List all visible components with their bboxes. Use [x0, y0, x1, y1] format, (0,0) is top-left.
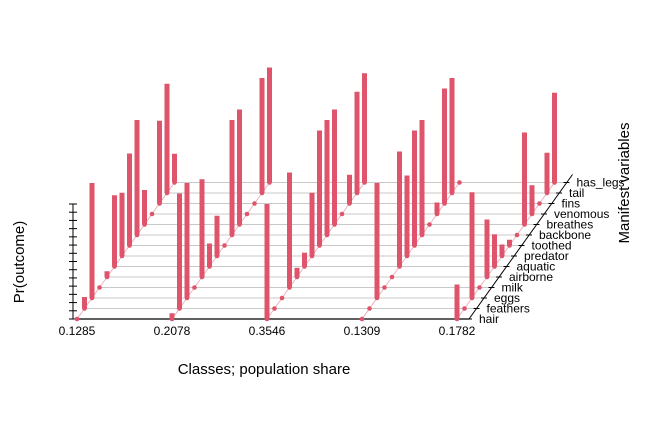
labels: 0.1285 0.2078 0.3546 0.1309 0.1782hairfeathe…	[59, 176, 625, 339]
x-axis-title: Classes; population share	[178, 361, 351, 378]
y-tick-label-predator: predator	[524, 249, 569, 263]
bar-base-point	[457, 180, 462, 185]
y-tick-label-eggs: eggs	[494, 291, 520, 305]
y-tick-label-milk: milk	[502, 281, 524, 295]
bar-base-point	[244, 211, 250, 217]
y-tick-label-tail: tail	[569, 186, 584, 200]
y-tick-label-has_legs: has_legs	[577, 176, 625, 190]
y-tick-label-breathes: breathes	[547, 218, 594, 232]
y-tick-label-venomous: venomous	[554, 207, 609, 221]
y-axis-title: Manifest variables	[616, 123, 633, 244]
y-tick-label-backbone: backbone	[539, 228, 591, 242]
x-tick-label: 0.1309	[344, 324, 381, 338]
bar-base-point	[427, 222, 432, 227]
bar-base-point	[279, 295, 285, 301]
x-tick-label: 0.1782	[439, 324, 476, 338]
y-tick-label-airborne: airborne	[509, 270, 553, 284]
bar-base-point	[192, 285, 197, 290]
bar-base-point	[462, 306, 467, 311]
bar-base-point	[537, 201, 542, 206]
bar-base-point	[367, 306, 372, 311]
x-tick-label: 0.1285	[59, 324, 96, 338]
bar-base-point	[252, 201, 257, 206]
axes	[69, 174, 573, 320]
y-tick-label-fins: fins	[562, 197, 581, 211]
x-tick-label: 0.3546	[249, 324, 286, 338]
y-tick-label-toothed: toothed	[532, 239, 572, 253]
x-tick-label: 0.2078	[154, 324, 191, 338]
bar-base-point	[272, 306, 277, 311]
bar-base-point	[477, 285, 482, 290]
bars	[74, 67, 557, 322]
bar-base-point	[222, 243, 227, 248]
bar-base-point	[97, 285, 102, 290]
bar-base-point	[514, 232, 520, 238]
z-axis-title: Pr(outcome)	[11, 221, 28, 304]
bar-base-point	[74, 316, 80, 322]
y-tick-label-hair: hair	[479, 312, 499, 326]
y-tick-label-feathers: feathers	[487, 302, 530, 316]
bar-base-point	[339, 211, 345, 217]
bar-base-point	[389, 274, 395, 280]
bar-base-point	[382, 285, 387, 290]
bar-base-point	[359, 316, 365, 322]
y-tick-label-aquatic: aquatic	[517, 260, 556, 274]
y-axis-line	[468, 174, 573, 320]
bar-base-point	[149, 211, 155, 217]
